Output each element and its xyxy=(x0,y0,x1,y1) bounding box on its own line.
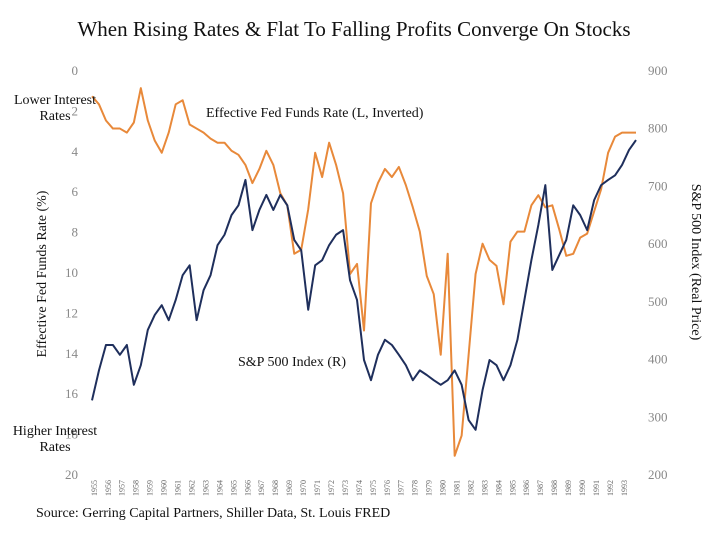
chart-title: When Rising Rates & Flat To Falling Prof… xyxy=(77,17,630,41)
series-label: Effective Fed Funds Rate (L, Inverted) xyxy=(206,106,424,121)
y2-tick-label: 400 xyxy=(648,352,668,367)
x-tick-label: 1989 xyxy=(564,480,573,496)
x-tick-label: 1960 xyxy=(160,480,169,496)
series-line xyxy=(91,139,637,431)
x-tick-label: 1955 xyxy=(90,480,99,496)
y-tick-label: 14 xyxy=(65,346,79,361)
y2-tick-label: 900 xyxy=(648,63,668,78)
y2-tick-label: 500 xyxy=(648,294,668,309)
x-tick-label: 1987 xyxy=(536,480,545,496)
y-tick-label: 18 xyxy=(65,427,78,442)
x-tick-label: 1985 xyxy=(508,480,517,496)
x-tick-label: 1974 xyxy=(355,480,364,496)
x-tick-label: 1964 xyxy=(215,480,224,496)
x-tick-label: 1958 xyxy=(132,480,141,496)
x-tick-label: 1963 xyxy=(201,480,210,496)
x-tick-label: 1956 xyxy=(104,480,113,496)
series-line xyxy=(91,87,636,457)
x-tick-label: 1965 xyxy=(229,480,238,496)
x-tick-label: 1957 xyxy=(118,480,127,496)
x-tick-label: 1991 xyxy=(592,480,601,496)
x-tick-label: 1981 xyxy=(452,480,461,496)
x-tick-label: 1992 xyxy=(606,480,615,496)
x-tick-label: 1990 xyxy=(578,480,587,496)
x-tick-label: 1983 xyxy=(480,480,489,496)
x-tick-label: 1984 xyxy=(494,480,503,496)
x-tick-label: 1968 xyxy=(271,480,280,496)
y-tick-label: 0 xyxy=(72,63,79,78)
y2-tick-label: 300 xyxy=(648,409,668,424)
x-tick-label: 1975 xyxy=(369,480,378,496)
x-tick-label: 1979 xyxy=(425,480,434,496)
y-tick-label: 10 xyxy=(65,265,78,280)
x-tick-label: 1971 xyxy=(313,480,322,496)
y-axis-title: Effective Fed Funds Rate (%) xyxy=(35,190,50,357)
x-tick-label: 1977 xyxy=(397,480,406,496)
x-tick-label: 1976 xyxy=(383,480,392,496)
x-tick-label: 1980 xyxy=(439,480,448,496)
x-tick-label: 1962 xyxy=(187,480,196,496)
y-tick-label: 20 xyxy=(65,467,78,482)
y2-tick-label: 700 xyxy=(648,178,668,193)
x-tick-label: 1986 xyxy=(522,480,531,496)
y2-axis-title: S&P 500 Index (Real Price) xyxy=(688,184,703,341)
y-tick-label: 6 xyxy=(72,184,79,199)
series-label: S&P 500 Index (R) xyxy=(238,355,346,370)
x-tick-label: 1959 xyxy=(146,480,155,496)
y2-tick-label: 800 xyxy=(648,121,668,136)
x-tick-label: 1988 xyxy=(550,480,559,496)
y-tick-label: 4 xyxy=(72,144,79,159)
y-tick-label: 12 xyxy=(65,305,78,320)
x-tick-label: 1973 xyxy=(341,480,350,496)
x-tick-label: 1972 xyxy=(327,480,336,496)
annotation: Higher Interest Rates xyxy=(12,424,98,455)
annotation: Lower Interest Rates xyxy=(13,93,97,124)
x-tick-label: 1969 xyxy=(285,480,294,496)
y-tick-label: 2 xyxy=(72,103,79,118)
x-tick-label: 1967 xyxy=(257,480,266,496)
x-tick-label: 1978 xyxy=(411,480,420,496)
x-tick-label: 1966 xyxy=(243,480,252,496)
y2-tick-label: 600 xyxy=(648,236,668,251)
y-tick-label: 8 xyxy=(72,225,79,240)
x-tick-label: 1970 xyxy=(299,480,308,496)
source-note: Source: Gerring Capital Partners, Shille… xyxy=(36,506,390,521)
y-tick-label: 16 xyxy=(65,386,79,401)
y2-tick-label: 200 xyxy=(648,467,668,482)
x-tick-label: 1961 xyxy=(174,480,183,496)
x-tick-label: 1982 xyxy=(466,480,475,496)
x-tick-label: 1993 xyxy=(620,480,629,496)
